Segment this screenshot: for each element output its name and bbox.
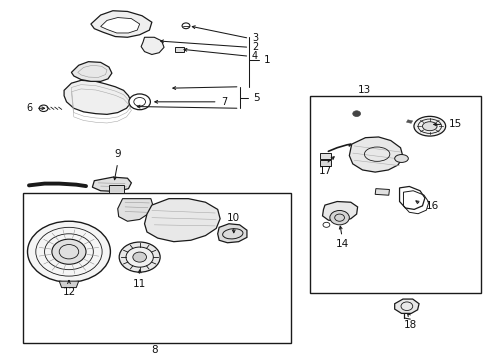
Text: 10: 10 — [227, 213, 240, 223]
Text: 8: 8 — [151, 345, 157, 355]
Polygon shape — [71, 62, 112, 81]
Text: 14: 14 — [335, 239, 348, 249]
Polygon shape — [394, 299, 418, 314]
Polygon shape — [64, 80, 131, 114]
Text: 13: 13 — [357, 85, 370, 95]
Bar — [22, 193, 290, 343]
Text: 16: 16 — [425, 201, 438, 211]
Polygon shape — [101, 18, 140, 33]
Bar — [320, 153, 330, 159]
Polygon shape — [59, 281, 79, 288]
Bar — [175, 46, 183, 52]
Text: 18: 18 — [403, 320, 416, 330]
Text: 6: 6 — [26, 103, 32, 113]
Polygon shape — [406, 120, 412, 123]
Text: 2: 2 — [251, 42, 258, 52]
Bar — [109, 185, 123, 193]
Text: 3: 3 — [251, 33, 257, 43]
Polygon shape — [118, 199, 153, 221]
Circle shape — [27, 221, 110, 282]
Bar — [320, 160, 330, 166]
Polygon shape — [92, 177, 131, 192]
Circle shape — [119, 242, 160, 272]
Polygon shape — [217, 224, 246, 243]
Text: 1: 1 — [264, 55, 270, 65]
Text: 9: 9 — [114, 149, 121, 159]
Text: 11: 11 — [133, 279, 146, 289]
Ellipse shape — [394, 154, 407, 162]
Text: 5: 5 — [253, 93, 259, 103]
Polygon shape — [322, 202, 357, 221]
Circle shape — [129, 94, 150, 110]
Circle shape — [52, 239, 86, 264]
Ellipse shape — [413, 116, 445, 136]
Text: 15: 15 — [447, 120, 461, 129]
Circle shape — [133, 252, 146, 262]
Text: 12: 12 — [62, 287, 76, 297]
Circle shape — [352, 111, 360, 117]
Ellipse shape — [422, 122, 436, 131]
Polygon shape — [141, 37, 163, 54]
Circle shape — [329, 211, 348, 225]
Circle shape — [126, 247, 153, 267]
Bar — [310, 96, 480, 293]
Text: 4: 4 — [251, 51, 257, 61]
Bar — [374, 189, 388, 195]
Polygon shape — [91, 11, 152, 37]
Polygon shape — [144, 199, 220, 242]
Text: 7: 7 — [221, 97, 227, 107]
Text: 17: 17 — [319, 166, 332, 176]
Polygon shape — [348, 137, 402, 172]
